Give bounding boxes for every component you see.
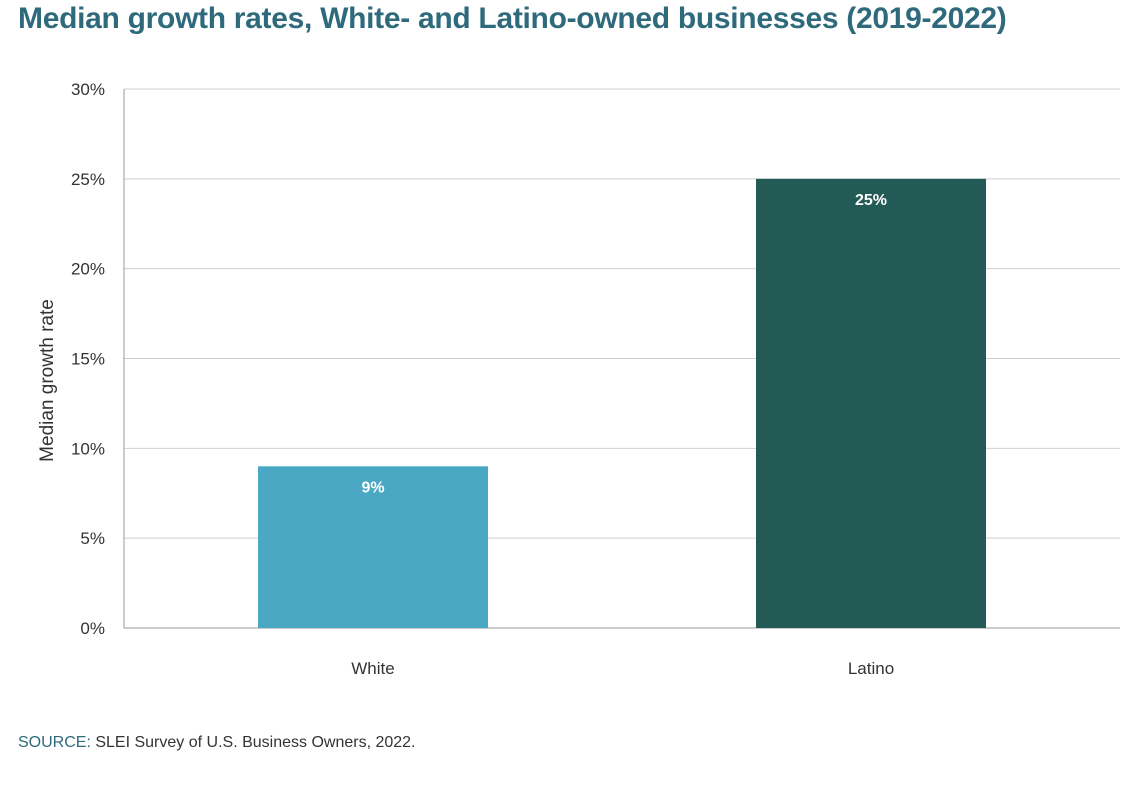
y-tick-label: 30% bbox=[71, 80, 105, 99]
y-tick-label: 15% bbox=[71, 350, 105, 369]
y-tick-label: 0% bbox=[80, 619, 105, 638]
y-axis-ticks: 0% 5% 10% 15% 20% 25% 30% bbox=[71, 80, 105, 638]
bar-latino bbox=[756, 178, 986, 629]
bars bbox=[258, 178, 986, 629]
x-tick-label: White bbox=[351, 659, 394, 678]
data-labels: 9% 25% bbox=[361, 192, 887, 496]
y-tick-label: 25% bbox=[71, 170, 105, 189]
y-tick-label: 20% bbox=[71, 260, 105, 279]
source-note: SOURCE: SLEI Survey of U.S. Business Own… bbox=[18, 734, 416, 752]
x-axis-ticks: White Latino bbox=[351, 659, 894, 678]
y-tick-label: 5% bbox=[80, 529, 105, 548]
data-label-latino: 25% bbox=[855, 192, 887, 209]
y-axis-label: Median growth rate bbox=[37, 299, 58, 462]
source-text: SLEI Survey of U.S. Business Owners, 202… bbox=[90, 734, 416, 751]
data-label-white: 9% bbox=[361, 479, 384, 496]
y-tick-label: 10% bbox=[71, 439, 105, 458]
x-tick-label: Latino bbox=[848, 659, 894, 678]
bar-chart: 0% 5% 10% 15% 20% 25% 30% 9% 25% White Latino Me… bbox=[37, 80, 1120, 678]
chart-title: Median growth rates, White- and Latino-o… bbox=[18, 2, 1007, 35]
bar-white bbox=[258, 466, 488, 628]
source-label: SOURCE: bbox=[18, 734, 91, 751]
